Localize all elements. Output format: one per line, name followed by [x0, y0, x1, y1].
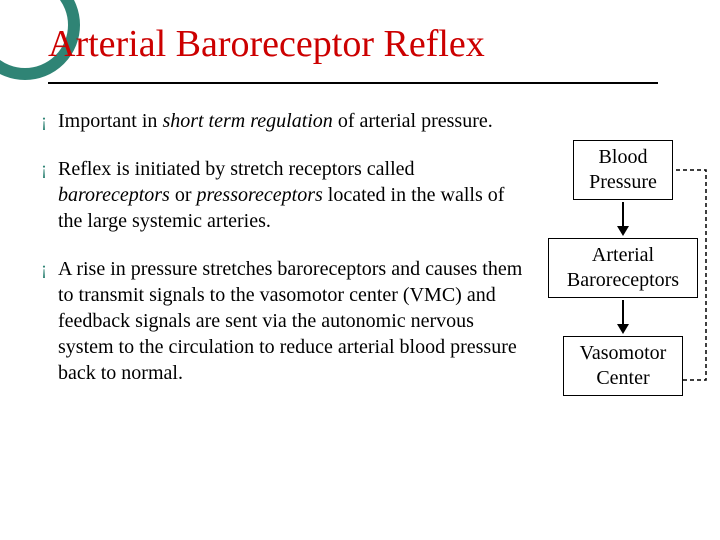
bullet-icon: ¡ [30, 156, 58, 234]
node-label: Vasomotor [580, 342, 667, 364]
node-label: Baroreceptors [567, 269, 679, 291]
page-title: Arterial Baroreceptor Reflex [48, 22, 485, 66]
bullet-text: Important in short term regulation of ar… [58, 108, 493, 134]
text-emphasis: short term regulation [162, 110, 332, 132]
text-emphasis: baroreceptors [58, 184, 170, 206]
list-item: ¡ Reflex is initiated by stretch recepto… [30, 156, 530, 234]
arrow-down-icon [538, 202, 708, 236]
title-underline [48, 82, 658, 84]
node-label: Center [596, 367, 649, 389]
flow-node-baroreceptors: Arterial Baroreceptors [548, 238, 698, 298]
list-item: ¡ A rise in pressure stretches barorecep… [30, 256, 530, 386]
node-label: Arterial [592, 244, 654, 266]
arrow-down-icon [538, 300, 708, 334]
bullet-text: A rise in pressure stretches barorecepto… [58, 256, 530, 386]
list-item: ¡ Important in short term regulation of … [30, 108, 530, 134]
text-segment: or [170, 184, 197, 206]
text-segment: A rise in pressure stretches barorecepto… [58, 258, 522, 384]
node-label: Blood [599, 146, 648, 168]
bullet-icon: ¡ [30, 256, 58, 386]
bullet-icon: ¡ [30, 108, 58, 134]
text-segment: Important in [58, 110, 162, 132]
flow-node-vasomotor: Vasomotor Center [563, 336, 683, 396]
text-segment: Reflex is initiated by stretch receptors… [58, 158, 415, 180]
bullet-list: ¡ Important in short term regulation of … [30, 108, 530, 408]
flowchart: Blood Pressure Arterial Baroreceptors Va… [538, 140, 708, 396]
node-label: Pressure [589, 171, 657, 193]
text-segment: of arterial pressure. [333, 110, 493, 132]
bullet-text: Reflex is initiated by stretch receptors… [58, 156, 530, 234]
text-emphasis: pressoreceptors [197, 184, 323, 206]
flow-node-blood-pressure: Blood Pressure [573, 140, 673, 200]
